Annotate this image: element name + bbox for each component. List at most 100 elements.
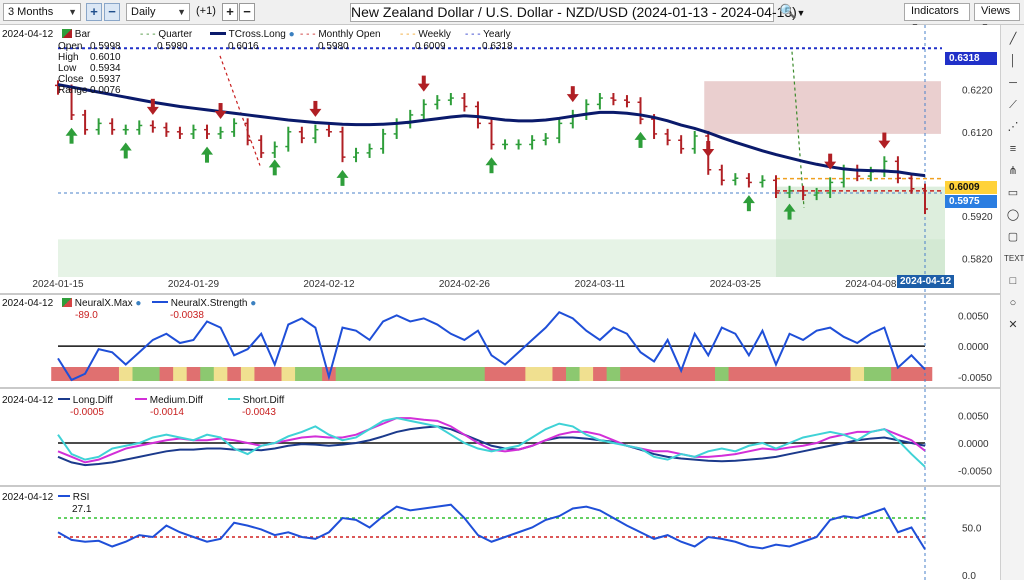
pitchfork-tool-icon[interactable]: ⋔ [1008, 165, 1018, 177]
neural-max-block [647, 367, 662, 381]
up-arrow [783, 203, 796, 212]
toolbar: 3 Months ▼ + − Daily ▼ (+1) + − New Zealan… [0, 0, 1024, 31]
weekly-price-tag: 0.6009 [945, 181, 997, 194]
medium-diff-value: -0.0014 [150, 407, 184, 418]
offset-plus-button[interactable]: + [222, 3, 238, 21]
square-tool-icon[interactable]: □ [1009, 275, 1017, 287]
date-tick-label: 2024-02-12 [303, 279, 355, 290]
legend-weekly-value: 0.6009 [415, 41, 446, 52]
fibonacci-tool-icon[interactable]: ≡ [1009, 143, 1017, 155]
down-arrow [702, 149, 715, 157]
neural-max-block [579, 367, 594, 381]
up-arrow [272, 166, 277, 176]
search-icon[interactable]: 🔍▼ [779, 3, 806, 19]
long-diff-line [57, 425, 926, 467]
date-tick-label: 2024-03-25 [710, 279, 762, 290]
neural-max-block [281, 367, 296, 381]
neural-max-block [620, 367, 635, 381]
indicators-menu[interactable]: Indicators ▼ [904, 3, 970, 31]
zoom-out-button[interactable]: − [104, 3, 120, 21]
neural-max-block [335, 367, 350, 381]
up-arrow [201, 146, 214, 155]
offset-minus-button[interactable]: − [239, 3, 255, 21]
neural-max-block [511, 367, 526, 381]
down-arrow [882, 132, 887, 142]
price-panel[interactable]: 0.6220 0.6120 0.5920 0.5820 2024-01-15 2024-0… [0, 25, 1000, 293]
price-tick-label: 0.6120 [962, 128, 993, 139]
ray-tool-icon[interactable]: ⟋ [1009, 99, 1017, 111]
neural-max-block [444, 367, 459, 381]
neural-max-block [349, 367, 364, 381]
symbol-title[interactable]: New Zealand Dollar / U.S. Dollar - NZD/U… [350, 3, 797, 22]
callout-tool-icon[interactable]: ▢ [1007, 231, 1019, 243]
chevron-down-icon: ▼ [177, 7, 186, 17]
down-arrow [309, 108, 322, 117]
neural-max-block [850, 367, 865, 381]
vertical-line-tool-icon[interactable]: │ [1009, 55, 1017, 67]
high-label: High [58, 52, 79, 63]
legend-date: 2024-04-12 [2, 29, 54, 40]
neural-max-block [403, 367, 418, 381]
rsi-panel[interactable]: 50.0 0.0 2024-04-12 RSI 27.1 [0, 487, 1000, 580]
up-arrow [489, 164, 494, 174]
neural-strength-line [57, 311, 926, 382]
rectangle-tool-icon[interactable]: ▭ [1007, 187, 1019, 199]
text-tool-icon[interactable]: TEXT [1004, 254, 1024, 263]
zoom-in-button[interactable]: + [86, 3, 102, 21]
yearly-price-tag: 0.6318 [945, 52, 997, 65]
neural-tick-label: 0.0000 [958, 342, 989, 353]
legend-quarter-value: 0.5980 [157, 41, 188, 52]
down-arrow [421, 75, 426, 85]
panel-divider[interactable] [0, 293, 1000, 295]
current-date-tag: 2024-04-12 [897, 275, 955, 288]
neural-panel[interactable]: 0.0050 0.0000 -0.0050 2024-04-12 NeuralX.M… [0, 295, 1000, 387]
neural-max-block [566, 367, 581, 381]
close-icon[interactable]: ✕ [1008, 319, 1018, 331]
legend-tcross-value: 0.6016 [228, 41, 259, 52]
trendline-tool-icon[interactable]: ╱ [1009, 33, 1017, 45]
circle-tool-icon[interactable]: ○ [1009, 297, 1017, 309]
down-arrow [570, 86, 575, 96]
diff-panel[interactable]: 0.0050 0.0000 -0.0050 2024-04-12 Long.Diff… [0, 389, 1000, 485]
horizontal-line-tool-icon[interactable]: ─ [1009, 77, 1017, 89]
legend-quarter: - - - Quarter [140, 29, 193, 40]
legend-monthly-value: 0.5980 [318, 41, 349, 52]
up-arrow [123, 149, 128, 159]
diff-date: 2024-04-12 [2, 395, 54, 406]
up-arrow [69, 134, 74, 144]
neural-max-block [728, 367, 743, 381]
neural-max-block [538, 367, 553, 381]
up-arrow [787, 210, 792, 220]
panel-divider[interactable] [0, 387, 1000, 389]
neural-max-block [823, 367, 838, 381]
rsi-line [57, 503, 926, 550]
neural-tick-label: 0.0050 [958, 311, 989, 322]
up-arrow [340, 176, 345, 186]
price-chart[interactable]: 0.6220 0.6120 0.5920 0.5820 2024-01-15 2024-0… [0, 25, 1000, 293]
down-arrow [313, 100, 318, 110]
legend-neural-max: NeuralX.Max ● [62, 298, 141, 309]
ellipse-tool-icon[interactable]: ◯ [1006, 209, 1020, 221]
interval-select[interactable]: Daily ▼ [126, 3, 190, 21]
range-label: Range [58, 85, 88, 96]
diff-chart[interactable]: 0.0050 0.0000 -0.0050 [0, 389, 1000, 485]
panel-divider[interactable] [0, 485, 1000, 487]
neural-max-block [457, 367, 472, 381]
up-arrow [119, 142, 132, 151]
neural-chart[interactable]: 0.0050 0.0000 -0.0050 [0, 295, 1000, 387]
drawing-toolbar: ╱ │ ─ ⟋ ⋰ ≡ ⋔ ▭ ◯ ▢ TEXT □ ○ ✕ [1000, 25, 1024, 580]
range-value: 3 Months [8, 6, 54, 18]
down-arrow [417, 83, 430, 92]
neural-max-block [742, 367, 757, 381]
legend-tcross: TCross.Long ● [210, 29, 295, 40]
range-select[interactable]: 3 Months ▼ [3, 3, 81, 21]
rsi-value: 27.1 [72, 504, 92, 515]
rsi-chart[interactable]: 50.0 0.0 [0, 487, 1000, 580]
channel-tool-icon[interactable]: ⋰ [1007, 121, 1019, 133]
views-menu[interactable]: Views ▼ [974, 3, 1020, 31]
neural-max-block [755, 367, 770, 381]
down-arrow [878, 140, 891, 149]
legend-neural-strength: NeuralX.Strength ● [152, 298, 256, 309]
date-tick-label: 2024-03-11 [575, 279, 626, 290]
short-diff-line [57, 417, 926, 468]
